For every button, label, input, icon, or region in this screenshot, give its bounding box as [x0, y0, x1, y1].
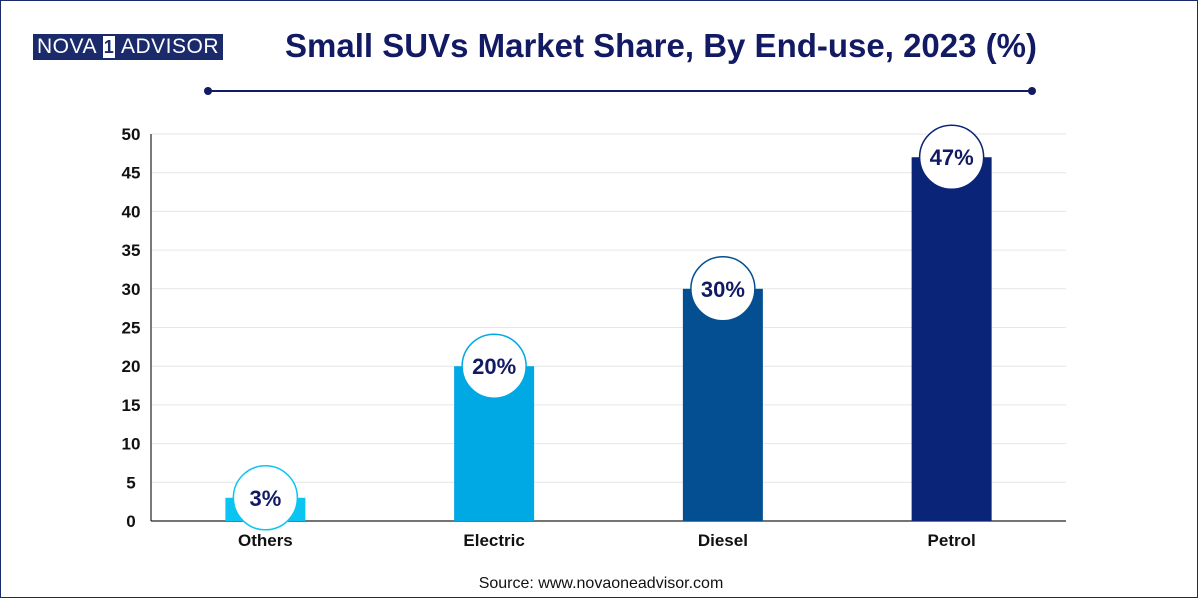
- y-tick-label: 10: [122, 435, 141, 454]
- brand-logo-advisor: ADVISOR: [116, 34, 223, 60]
- x-tick-label: Others: [238, 531, 293, 550]
- bar-petrol: [911, 157, 992, 521]
- data-label: 30%: [701, 277, 745, 302]
- y-tick-label: 25: [122, 319, 141, 338]
- bar-diesel: [682, 288, 763, 521]
- x-tick-label: Diesel: [698, 531, 748, 550]
- data-label: 47%: [930, 145, 974, 170]
- y-tick-label: 15: [122, 396, 141, 415]
- x-tick-label: Petrol: [928, 531, 976, 550]
- data-label: 20%: [472, 354, 516, 379]
- data-label-badge: [918, 124, 985, 190]
- data-label-badge: [690, 256, 756, 322]
- y-tick-label: 35: [122, 241, 141, 260]
- chart-title: Small SUVs Market Share, By End-use, 202…: [285, 27, 1037, 64]
- y-tick-label: 20: [122, 357, 141, 376]
- data-label-badge: [232, 465, 299, 531]
- y-tick-label: 0: [126, 512, 135, 531]
- data-label: 3%: [249, 486, 281, 511]
- y-tick-label: 45: [122, 164, 141, 183]
- y-tick-label: 50: [122, 125, 141, 144]
- x-tick-label: Electric: [463, 531, 524, 550]
- brand-logo: NOVA 1 ADVISOR: [33, 34, 223, 60]
- title-divider: [204, 87, 1036, 95]
- title-divider-left-dot: [204, 87, 212, 95]
- y-tick-label: 30: [122, 280, 141, 299]
- title-divider-right-dot: [1028, 87, 1036, 95]
- y-tick-label: 40: [122, 202, 141, 221]
- source-note: Source: www.novaoneadvisor.com: [478, 575, 724, 592]
- brand-logo-one: 1: [100, 34, 117, 60]
- brand-logo-nova: NOVA: [33, 34, 101, 60]
- data-label-badge: [461, 333, 527, 399]
- y-tick-label: 5: [126, 473, 135, 492]
